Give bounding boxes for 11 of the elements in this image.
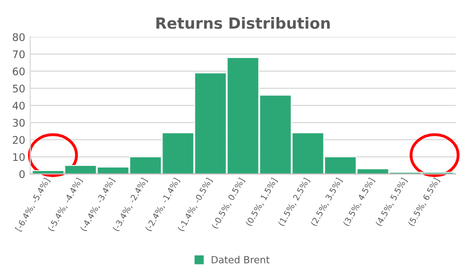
y-tick-label: 30 — [12, 118, 25, 127]
y-tick-label: 10 — [13, 153, 25, 161]
y-tick-label: 50 — [12, 84, 25, 92]
y-tick-label: 20 — [12, 136, 25, 144]
y-tick-label: 0 — [19, 170, 25, 178]
y-tick-label: 60 — [12, 67, 25, 76]
y-tick-label: 70 — [12, 50, 25, 58]
chart-title: Returns Distribution — [156, 17, 330, 29]
y-tick-label: 80 — [12, 33, 25, 42]
y-tick-label: 40 — [12, 102, 25, 110]
legend-label: Dated Brent — [212, 256, 270, 264]
